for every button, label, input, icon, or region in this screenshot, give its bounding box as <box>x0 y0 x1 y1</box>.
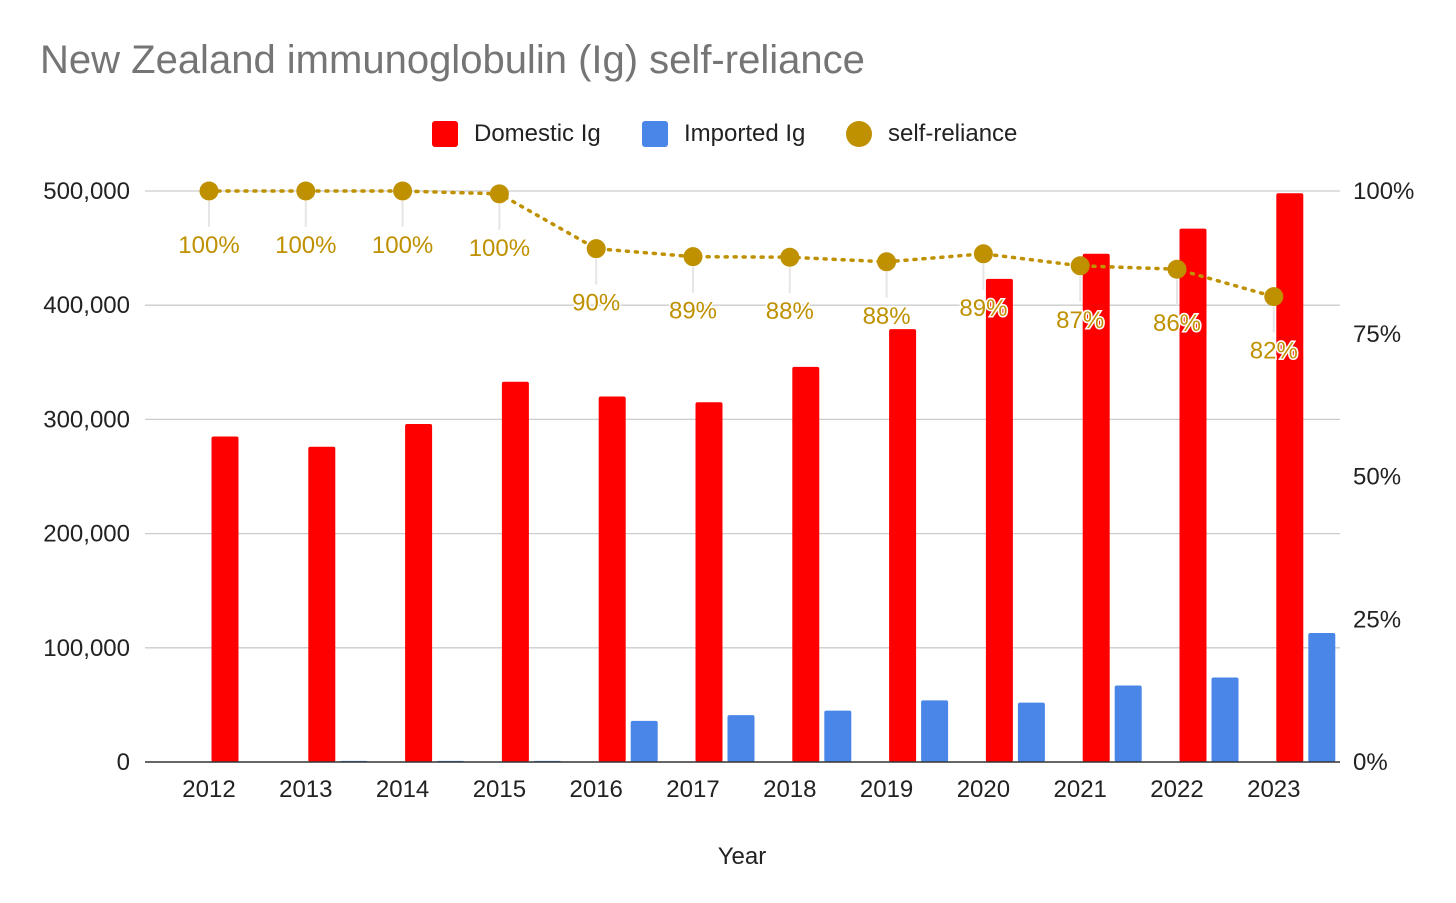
self-reliance-point <box>1070 256 1090 276</box>
x-tick-label: 2021 <box>1054 776 1107 803</box>
self-reliance-point <box>973 244 993 264</box>
self-reliance-point <box>489 184 509 204</box>
chart-title: New Zealand immunoglobulin (Ig) self-rel… <box>40 38 865 82</box>
left-tick-label: 300,000 <box>43 406 130 433</box>
self-reliance-point <box>1167 259 1187 279</box>
left-tick-label: 200,000 <box>43 521 130 548</box>
legend-item-domestic: Domestic Ig <box>432 114 601 154</box>
left-tick-label: 100,000 <box>43 635 130 662</box>
right-tick-label: 100% <box>1353 178 1414 205</box>
right-tick-label: 50% <box>1353 464 1401 491</box>
x-tick-label: 2015 <box>473 776 526 803</box>
x-tick-label: 2017 <box>666 776 719 803</box>
self-reliance-label: 100% <box>178 232 239 259</box>
self-reliance-point <box>586 239 606 259</box>
self-reliance-point <box>296 181 316 201</box>
self-reliance-label: 90% <box>572 290 620 317</box>
self-reliance-point <box>683 247 703 267</box>
bar-domestic <box>1082 253 1110 762</box>
self-reliance-label: 100% <box>372 232 433 259</box>
self-reliance-label: 88% <box>766 298 814 325</box>
self-reliance-label: 82% <box>1250 338 1298 365</box>
bar-imported <box>727 715 755 762</box>
x-tick-label: 2019 <box>860 776 913 803</box>
self-reliance-line <box>207 189 1276 333</box>
bar-imported <box>630 720 658 762</box>
bar-imported <box>1308 632 1336 762</box>
x-tick-label: 2020 <box>957 776 1010 803</box>
self-reliance-label: 86% <box>1153 310 1201 337</box>
left-tick-label: 400,000 <box>43 292 130 319</box>
bar-domestic <box>1276 193 1304 762</box>
self-reliance-label: 100% <box>275 232 336 259</box>
self-reliance-label: 100% <box>469 235 530 262</box>
bar-domestic <box>792 366 820 762</box>
bar-domestic <box>598 396 626 762</box>
left-tick-label: 0 <box>117 749 130 776</box>
self-reliance-label: 88% <box>863 303 911 330</box>
x-tick-label: 2022 <box>1150 776 1203 803</box>
legend-label-imported: Imported Ig <box>684 120 806 147</box>
self-reliance-point <box>199 181 219 201</box>
bar-domestic <box>889 329 917 762</box>
legend: Domestic Ig Imported Ig self-reliance <box>0 114 1456 154</box>
bar-domestic <box>405 423 433 762</box>
right-axis-ticks: 0% 25% 50% 75% 100% <box>1353 178 1414 776</box>
bar-imported <box>1211 677 1239 762</box>
left-tick-label: 500,000 <box>43 178 130 205</box>
right-tick-label: 0% <box>1353 749 1388 776</box>
legend-swatch-self-reliance <box>846 121 872 147</box>
bars <box>211 193 1336 762</box>
bar-imported <box>1017 702 1045 762</box>
x-tick-label: 2013 <box>279 776 332 803</box>
bar-imported <box>1114 685 1142 762</box>
bar-domestic <box>985 278 1013 762</box>
right-tick-label: 75% <box>1353 321 1401 348</box>
left-axis-ticks: 0 100,000 200,000 300,000 400,000 500,000 <box>43 178 130 776</box>
x-tick-label: 2016 <box>570 776 623 803</box>
x-tick-label: 2023 <box>1247 776 1300 803</box>
bar-domestic <box>1179 228 1207 762</box>
legend-item-imported: Imported Ig <box>642 114 805 154</box>
self-reliance-point <box>393 181 413 201</box>
self-reliance-point <box>877 252 897 272</box>
self-reliance-labels: 100% 100% 100% 100% 90% 89% 88% 88% 89% 87% 86% 82% <box>177 231 1300 367</box>
legend-item-self-reliance: self-reliance <box>846 114 1017 154</box>
bar-imported <box>824 710 852 762</box>
self-reliance-point <box>780 247 800 267</box>
legend-label-domestic: Domestic Ig <box>474 120 601 147</box>
self-reliance-label: 87% <box>1056 307 1104 334</box>
self-reliance-label: 89% <box>669 298 717 325</box>
bar-domestic <box>695 402 723 762</box>
bar-domestic <box>501 381 529 762</box>
x-tick-label: 2018 <box>763 776 816 803</box>
self-reliance-polyline <box>207 189 1276 299</box>
right-tick-label: 25% <box>1353 606 1401 633</box>
x-axis-ticks: 2012 2013 2014 2015 2016 2017 2018 2019 2020 2021… <box>182 776 1300 803</box>
bar-domestic <box>211 436 239 762</box>
bar-imported <box>921 700 949 762</box>
x-tick-label: 2014 <box>376 776 429 803</box>
self-reliance-points <box>199 181 1284 307</box>
legend-swatch-domestic <box>432 121 458 147</box>
bar-domestic <box>308 446 336 762</box>
self-reliance-label: 89% <box>959 295 1007 322</box>
legend-label-self-reliance: self-reliance <box>888 120 1018 147</box>
x-axis-title: Year <box>718 843 767 870</box>
self-reliance-point <box>1264 287 1284 307</box>
x-tick-label: 2012 <box>182 776 235 803</box>
legend-swatch-imported <box>642 121 668 147</box>
